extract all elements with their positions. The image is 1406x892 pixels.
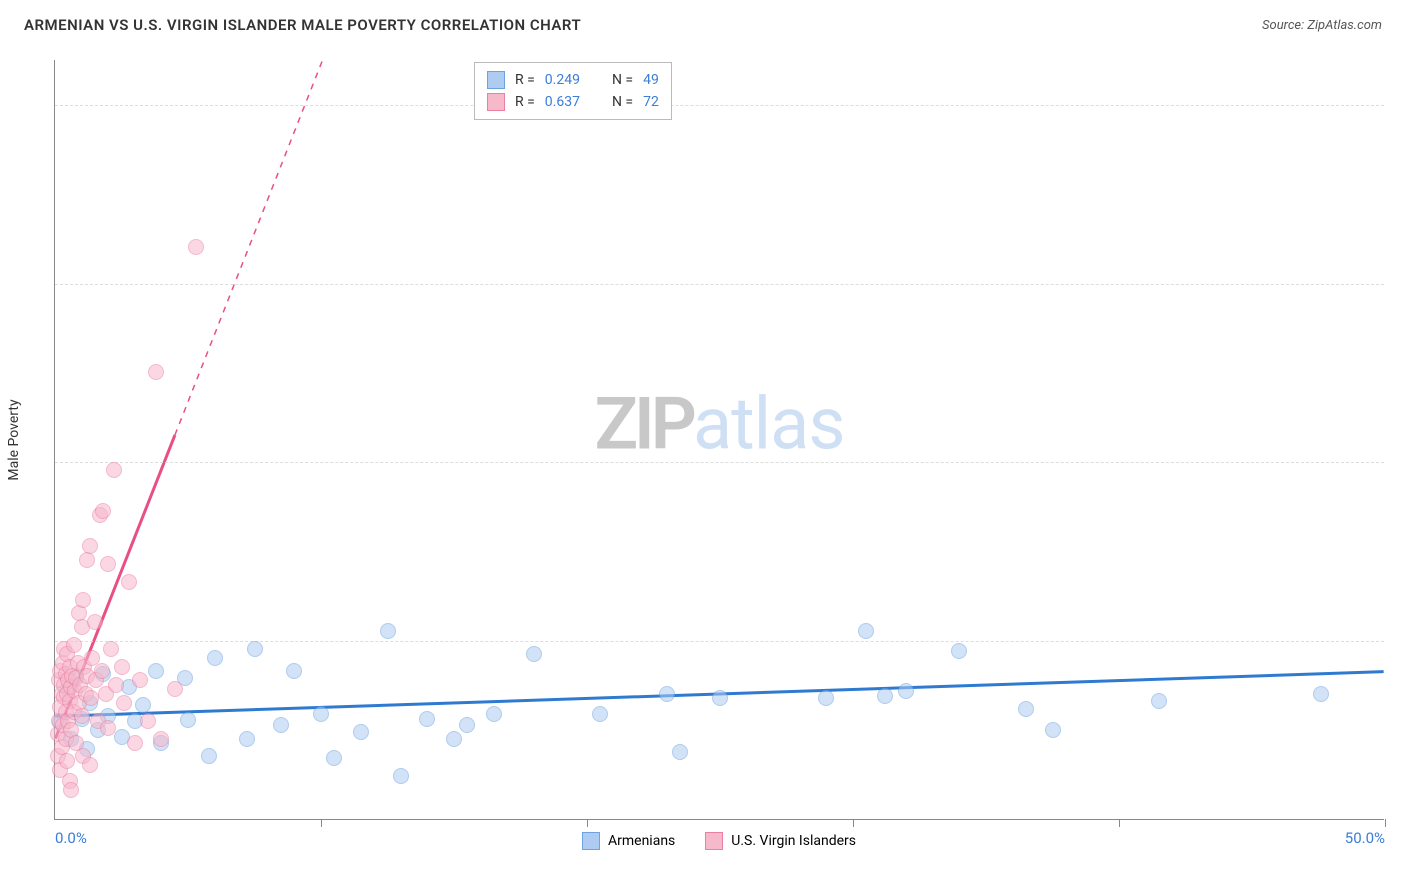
data-point [247, 641, 263, 657]
data-point [121, 574, 137, 590]
data-point [75, 592, 91, 608]
data-point [127, 735, 143, 751]
data-point [167, 681, 183, 697]
data-point [1313, 686, 1329, 702]
data-point [94, 663, 110, 679]
data-point [659, 686, 675, 702]
data-point [877, 688, 893, 704]
data-point [1018, 701, 1034, 717]
data-point [135, 697, 151, 713]
x-tick [1119, 819, 1120, 827]
plot-area: ZIPatlas 20.0%40.0%60.0%80.0%0.0%50.0% [54, 60, 1384, 820]
data-point [207, 650, 223, 666]
data-point [286, 663, 302, 679]
chart-header: ARMENIAN VS U.S. VIRGIN ISLANDER MALE PO… [0, 0, 1406, 42]
legend-row: R = 0.637 N = 72 [487, 91, 659, 113]
data-point [63, 782, 79, 798]
data-point [486, 706, 502, 722]
y-tick-label: 20.0% [1394, 632, 1406, 650]
x-tick [1385, 819, 1386, 827]
x-tick [587, 819, 588, 827]
series-legend-label: U.S. Virgin Islanders [731, 833, 856, 849]
legend-r-label: R = [515, 72, 535, 88]
data-point [148, 364, 164, 380]
data-point [898, 683, 914, 699]
data-point [818, 690, 834, 706]
data-point [526, 646, 542, 662]
series-legend-label: Armenians [608, 833, 675, 849]
chart-source: Source: ZipAtlas.com [1262, 18, 1382, 33]
data-point [592, 706, 608, 722]
y-tick-label: 40.0% [1394, 453, 1406, 471]
gridline-h [55, 284, 1384, 285]
data-point [74, 708, 90, 724]
data-point [188, 239, 204, 255]
data-point [103, 641, 119, 657]
data-point [419, 711, 435, 727]
data-point [66, 637, 82, 653]
data-point [108, 677, 124, 693]
data-point [326, 750, 342, 766]
legend-swatch [705, 832, 723, 850]
data-point [393, 768, 409, 784]
x-tick-label: 50.0% [1345, 829, 1385, 847]
data-point [712, 690, 728, 706]
series-legend-item: Armenians [582, 832, 675, 850]
legend-n-label: N = [612, 94, 633, 110]
y-axis-label: Male Poverty [6, 399, 22, 480]
series-legend-item: U.S. Virgin Islanders [705, 832, 856, 850]
data-point [951, 643, 967, 659]
legend-swatch [582, 832, 600, 850]
data-point [95, 503, 111, 519]
legend-n-value: 49 [643, 72, 659, 88]
data-point [83, 690, 99, 706]
data-point [148, 663, 164, 679]
legend-swatch [487, 71, 505, 89]
data-point [459, 717, 475, 733]
gridline-h [55, 462, 1384, 463]
data-point [82, 538, 98, 554]
data-point [273, 717, 289, 733]
legend-r-value: 0.249 [545, 72, 580, 88]
correlation-legend: R = 0.249 N = 49 R = 0.637 N = 72 [474, 62, 672, 120]
data-point [1151, 693, 1167, 709]
data-point [100, 720, 116, 736]
y-tick-label: 80.0% [1394, 96, 1406, 114]
data-point [100, 556, 116, 572]
x-tick-label: 0.0% [55, 829, 87, 847]
data-point [180, 712, 196, 728]
legend-r-label: R = [515, 94, 535, 110]
data-point [114, 659, 130, 675]
y-tick-label: 60.0% [1394, 275, 1406, 293]
data-point [1045, 722, 1061, 738]
data-point [858, 623, 874, 639]
data-point [116, 695, 132, 711]
data-point [82, 757, 98, 773]
chart-title: ARMENIAN VS U.S. VIRGIN ISLANDER MALE PO… [24, 16, 581, 34]
x-tick [321, 819, 322, 827]
data-point [201, 748, 217, 764]
data-point [106, 462, 122, 478]
data-point [313, 706, 329, 722]
legend-r-value: 0.637 [545, 94, 580, 110]
x-tick [853, 819, 854, 827]
data-point [446, 731, 462, 747]
data-point [672, 744, 688, 760]
data-point [132, 672, 148, 688]
data-point [87, 614, 103, 630]
legend-n-label: N = [612, 72, 633, 88]
legend-n-value: 72 [643, 94, 659, 110]
data-point [353, 724, 369, 740]
data-point [239, 731, 255, 747]
gridline-h [55, 105, 1384, 106]
data-point [380, 623, 396, 639]
legend-swatch [487, 93, 505, 111]
chart-container: ZIPatlas 20.0%40.0%60.0%80.0%0.0%50.0% M… [54, 60, 1384, 820]
data-point [59, 753, 75, 769]
series-legend: Armenians U.S. Virgin Islanders [582, 832, 856, 850]
data-point [140, 713, 156, 729]
data-point [153, 731, 169, 747]
legend-row: R = 0.249 N = 49 [487, 69, 659, 91]
